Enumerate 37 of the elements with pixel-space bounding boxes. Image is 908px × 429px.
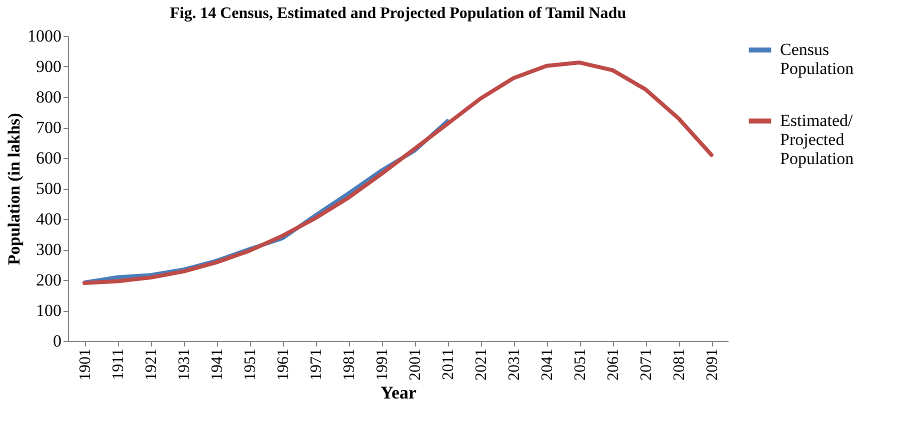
x-tick-label: 1981 [341,348,358,380]
line-series [82,60,714,286]
y-tick-label: 100 [36,301,62,320]
x-tick-label: 1901 [77,348,94,380]
y-tick-label: 400 [36,210,62,228]
x-tick-label: 2091 [704,348,721,380]
x-tick-label: 1991 [374,348,391,380]
y-tick-label: 0 [53,332,62,350]
chart-title: Fig. 14 Census, Estimated and Projected Population of Tamil Nadu [170,5,626,22]
y-tick-label: 600 [36,148,62,168]
y-tick-label: 900 [36,57,62,76]
x-tick-label: 2001 [407,348,424,380]
y-tick-label: 1000 [28,26,62,46]
x-tick-label: 2031 [506,348,523,380]
y-axis-title: Population (in lakhs) [4,112,24,266]
y-tick-label: 800 [36,88,62,106]
x-tick-label: 1931 [176,348,193,380]
x-tick-label: 2051 [572,348,589,380]
x-tick-label: 2011 [440,348,457,380]
x-tick-label: 2041 [539,348,556,380]
x-tick-label: 2061 [605,348,622,380]
x-tick-label: 1961 [275,348,292,380]
x-tick-label: 2021 [473,348,490,380]
legend-label: Census Population [780,40,854,78]
x-axis-title: Year [380,382,416,402]
x-tick-label: 1921 [143,348,160,380]
legend-label: Estimated/ Projected Population [780,111,854,168]
x-tick-label: 1911 [110,348,127,380]
y-tick-label: 700 [36,118,62,137]
x-tick-label: 1951 [242,348,259,380]
x-tick-label: 2081 [671,348,688,380]
x-tick-label: 1971 [308,348,325,380]
x-tick-label: 2071 [638,348,655,380]
y-tick-label: 500 [36,179,62,198]
x-tick-label: 1941 [209,348,226,380]
y-tick-label: 200 [36,270,62,290]
y-tick-label: 300 [36,240,62,259]
